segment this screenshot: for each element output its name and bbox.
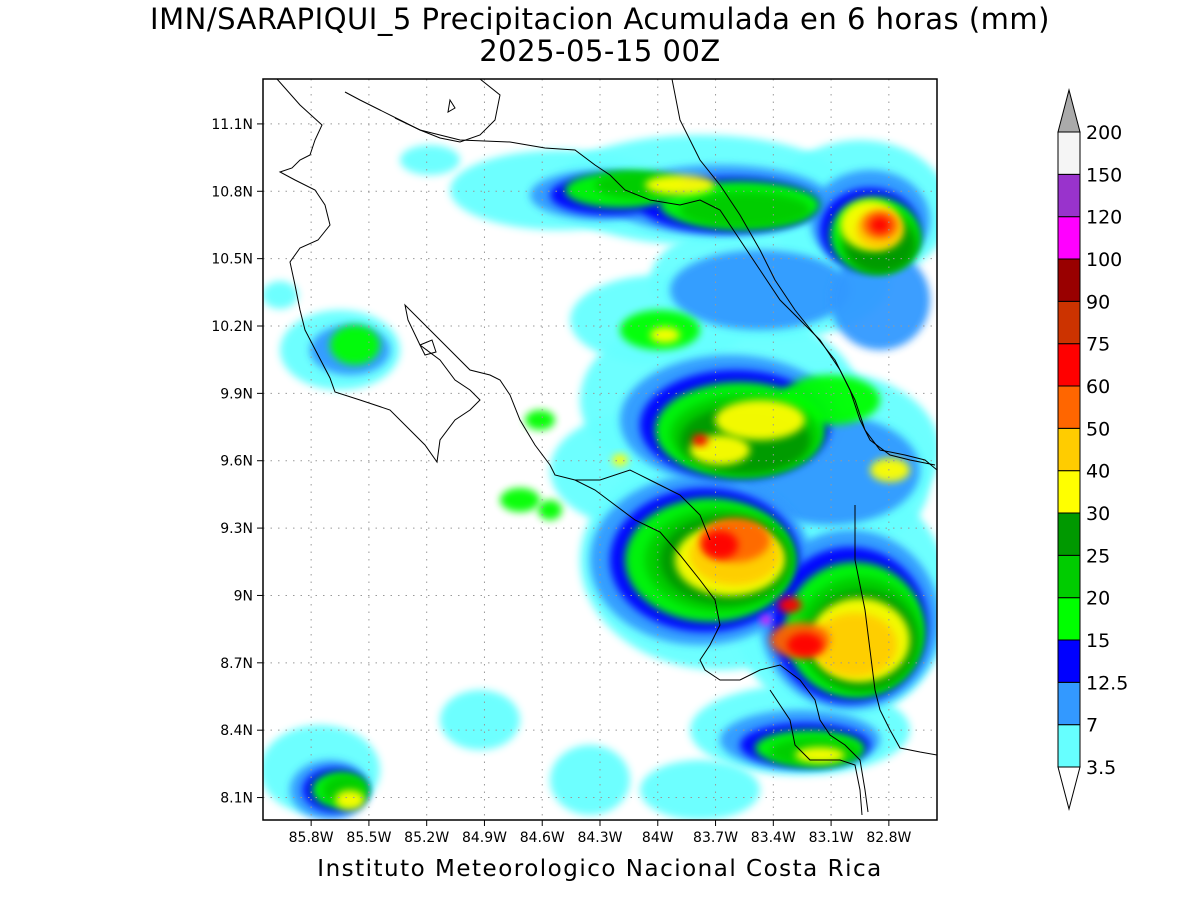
colorbar-level-label: 100 [1086,249,1122,271]
lon-tick-label: 84.6W [520,830,565,846]
colorbar-level-label: 120 [1086,207,1122,229]
colorbar-swatch [1057,427,1081,472]
precip-contour [761,615,771,625]
precip-contour [400,145,460,175]
precip-contour [550,745,630,815]
precip-contour [870,217,890,233]
lat-tick-label: 8.4N [220,723,253,739]
footer-credit: Instituto Meteorologico Nacional Costa R… [317,856,883,882]
precip-contour [500,488,540,512]
lat-tick-label: 9N [234,588,253,604]
lon-tick-label: 85.2W [404,830,449,846]
colorbar-swatch [1057,724,1081,768]
lat-tick-label: 9.9N [220,386,253,402]
lat-tick-label: 10.8N [211,184,253,200]
precip-contour [778,597,802,613]
colorbar-swatch [1057,597,1081,641]
valid-time: 2025-05-15 00Z [479,34,721,68]
colorbar-swatch [1057,554,1081,599]
colorbar-level-label: 25 [1086,545,1110,567]
precip-contour [650,327,680,343]
lon-tick-label: 85.8W [289,830,334,846]
map-title: IMN/SARAPIQUI_5 Precipitacion Acumulada … [150,2,1050,36]
coastlines [276,79,937,816]
colorbar-swatch [1057,258,1081,302]
precip-contour [715,400,805,440]
colorbar-level-label: 75 [1086,334,1110,356]
colorbar-swatch [1057,216,1081,260]
precip-contour [795,747,845,763]
lon-tick-label: 83.1W [809,830,854,846]
colorbar-level-label: 3.5 [1086,757,1116,779]
precip-contour [830,250,930,350]
precip-contour [692,434,708,446]
colorbar-level-label: 15 [1086,630,1110,652]
precip-contour [645,175,715,195]
precip-contour [870,458,910,482]
colorbar-swatch [1057,173,1081,218]
colorbar: 3.5 7 12.5 15 20 25 30 40 50 60 75 90 100 120 150 200 [1057,88,1128,811]
lon-tick-label: 83.4W [751,830,796,846]
precip-contour [680,192,810,228]
colorbar-over-arrow [1057,88,1081,133]
colorbar-swatch [1057,512,1081,556]
precip-contour [335,790,365,810]
precip-contour [702,531,738,559]
lon-tick-label: 85.5W [346,830,391,846]
precip-contour [538,500,562,520]
precipitation-field [263,135,937,820]
colorbar-swatch [1057,343,1081,387]
colorbar-level-label: 7 [1086,715,1098,737]
lon-tick-label: 84.9W [462,830,507,846]
colorbar-under-arrow [1057,766,1081,811]
lon-tick-label: 84.3W [577,830,622,846]
colorbar-level-label: 50 [1086,418,1110,440]
longitude-axis: 85.8W 85.5W 85.2W 84.9W 84.6W 84.3W 84W 83.7W 83… [289,820,912,846]
colorbar-swatch [1057,681,1081,726]
latitude-axis: 11.1N 10.8N 10.5N 10.2N 9.9N 9.6N 9.3N 9N 8.7N 8.… [211,117,263,807]
lat-tick-label: 9.6N [220,454,253,470]
precip-contour [787,633,823,657]
lat-tick-label: 9.3N [220,521,253,537]
colorbar-swatch [1057,639,1081,683]
colorbar-swatch [1057,385,1081,429]
colorbar-level-label: 60 [1086,376,1110,398]
colorbar-level-label: 30 [1086,503,1110,525]
lon-tick-label: 83.7W [693,830,738,846]
lat-tick-label: 11.1N [211,117,253,133]
lat-tick-label: 8.7N [220,656,253,672]
precip-contour [330,325,380,365]
colorbar-level-label: 200 [1086,122,1122,144]
precip-contour [263,281,298,309]
colorbar-swatch [1057,300,1081,345]
colorbar-level-label: 40 [1086,461,1110,483]
precip-contour [640,760,760,820]
lat-tick-label: 8.1N [220,791,253,807]
lon-tick-label: 84W [642,830,674,846]
colorbar-swatch [1057,131,1081,175]
precip-contour [440,690,520,750]
colorbar-level-label: 20 [1086,588,1110,610]
precip-contour [525,410,555,430]
colorbar-level-label: 90 [1086,291,1110,313]
lon-tick-label: 82.8W [866,830,911,846]
lat-tick-label: 10.2N [211,319,253,335]
colorbar-swatch [1057,470,1081,514]
precip-contour [813,613,897,677]
precip-contour [670,250,850,330]
colorbar-level-label: 150 [1086,164,1122,186]
colorbar-level-label: 12.5 [1086,672,1128,694]
precip-contour [612,454,628,466]
lat-tick-label: 10.5N [211,252,253,268]
